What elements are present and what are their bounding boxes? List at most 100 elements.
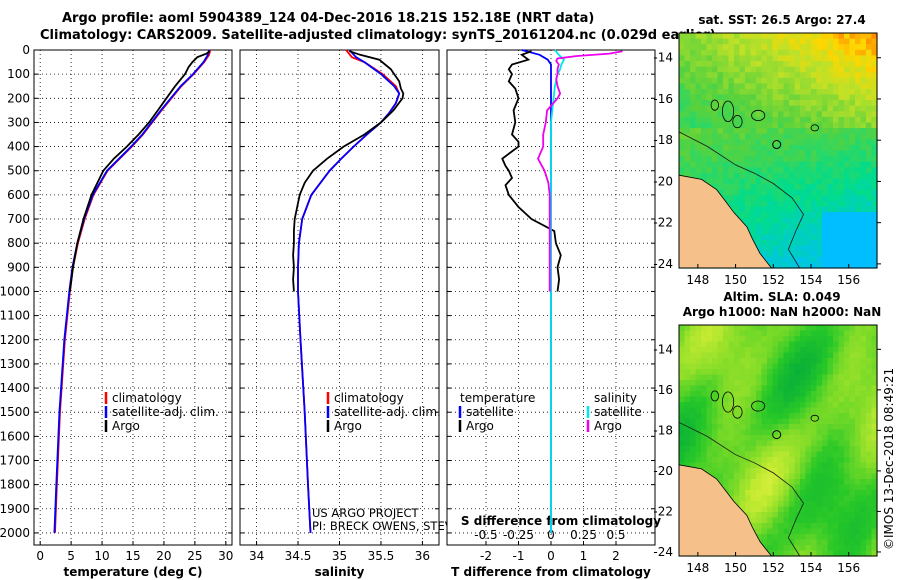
map-cell <box>778 228 785 235</box>
map-cell <box>701 424 708 431</box>
map-cell <box>756 49 763 56</box>
map-cell <box>855 446 862 453</box>
y-tick-label: 900 <box>7 260 30 274</box>
map-cell <box>866 44 873 51</box>
map-cell <box>767 429 774 436</box>
map-cell <box>728 139 735 146</box>
map-cell <box>739 479 746 486</box>
map-cell <box>767 116 774 124</box>
map-cell <box>816 55 823 62</box>
map-cell <box>866 178 873 185</box>
map-cell <box>679 133 686 140</box>
map-cell <box>866 122 873 129</box>
map-cell <box>750 195 757 202</box>
map-cell <box>772 407 779 414</box>
map-cell <box>855 490 862 497</box>
map-cell <box>723 144 730 152</box>
map-cell <box>855 402 862 409</box>
map-cell <box>794 139 801 146</box>
map-cell <box>772 167 779 174</box>
map-cell <box>789 517 796 524</box>
map-cell <box>745 512 752 519</box>
map-cell <box>871 33 878 40</box>
map-cell <box>761 33 768 40</box>
map-cell <box>800 150 807 157</box>
map-cell <box>811 413 818 420</box>
map-cell <box>860 374 867 381</box>
map-cell <box>794 374 801 381</box>
map-cell <box>833 234 840 241</box>
map-cell <box>750 424 757 431</box>
map-cell <box>844 468 851 475</box>
map-cell <box>794 94 801 101</box>
map-cell <box>849 391 856 398</box>
map-cell <box>739 38 746 45</box>
map-cell <box>761 429 768 436</box>
map-cell <box>844 512 851 519</box>
map-cell <box>734 200 741 208</box>
map-cell <box>734 38 741 45</box>
map-cell <box>849 363 856 370</box>
map-cell <box>800 251 807 258</box>
map-cell <box>871 402 878 409</box>
map-cell <box>767 369 774 376</box>
map-cell <box>860 49 867 56</box>
map-cell <box>734 490 741 497</box>
map-cell <box>772 206 779 213</box>
map-cell <box>827 49 834 56</box>
map-cell <box>679 429 686 436</box>
map-cell <box>772 413 779 420</box>
map-cell <box>728 325 735 332</box>
map-cell <box>789 38 796 45</box>
reef-outline <box>810 414 819 422</box>
map-cell <box>866 517 873 524</box>
map-cell <box>860 402 867 409</box>
map-cell <box>684 49 691 56</box>
map-cell <box>739 413 746 420</box>
map-cell <box>805 336 812 343</box>
map-cell <box>712 83 719 90</box>
map-cell <box>827 184 834 191</box>
map-cell <box>838 440 845 447</box>
map-cell <box>690 77 697 84</box>
map-cell <box>717 150 724 157</box>
map-cell <box>701 369 708 376</box>
map-cell <box>750 161 757 168</box>
map-cell <box>767 105 774 112</box>
map-cell <box>871 501 878 508</box>
map-cell <box>690 424 697 431</box>
map-cell <box>860 55 867 62</box>
map-cell <box>684 66 691 73</box>
map-cell <box>871 429 878 436</box>
map-cell <box>800 363 807 370</box>
float-marker <box>772 140 782 150</box>
map-cell <box>690 55 697 62</box>
map-cell <box>805 100 812 107</box>
map-cell <box>838 161 845 168</box>
map-cell <box>767 550 774 557</box>
map-cell <box>728 484 735 491</box>
map-cell <box>679 156 686 163</box>
side-copyright-label: ©IMOS 13-Dec-2018 08:49:21 <box>882 368 896 550</box>
map-cell <box>761 523 768 530</box>
map-cell <box>717 435 724 442</box>
map-cell <box>849 116 856 124</box>
map-cell <box>833 451 840 458</box>
map-cell <box>717 55 724 62</box>
map-cell <box>805 330 812 337</box>
map-cell <box>849 517 856 524</box>
map-cell <box>838 156 845 163</box>
map-cell <box>728 424 735 431</box>
legend-entry: Argo <box>594 419 622 433</box>
map-cell <box>844 506 851 513</box>
reef-outline <box>710 99 719 111</box>
map-cell <box>783 94 790 101</box>
map-cell <box>805 440 812 447</box>
map-cell <box>794 462 801 469</box>
map-cell <box>778 122 785 129</box>
map-cell <box>789 435 796 442</box>
map-cell <box>805 363 812 370</box>
map-cell <box>739 396 746 403</box>
map-cell <box>844 223 851 230</box>
map-cell <box>756 77 763 84</box>
